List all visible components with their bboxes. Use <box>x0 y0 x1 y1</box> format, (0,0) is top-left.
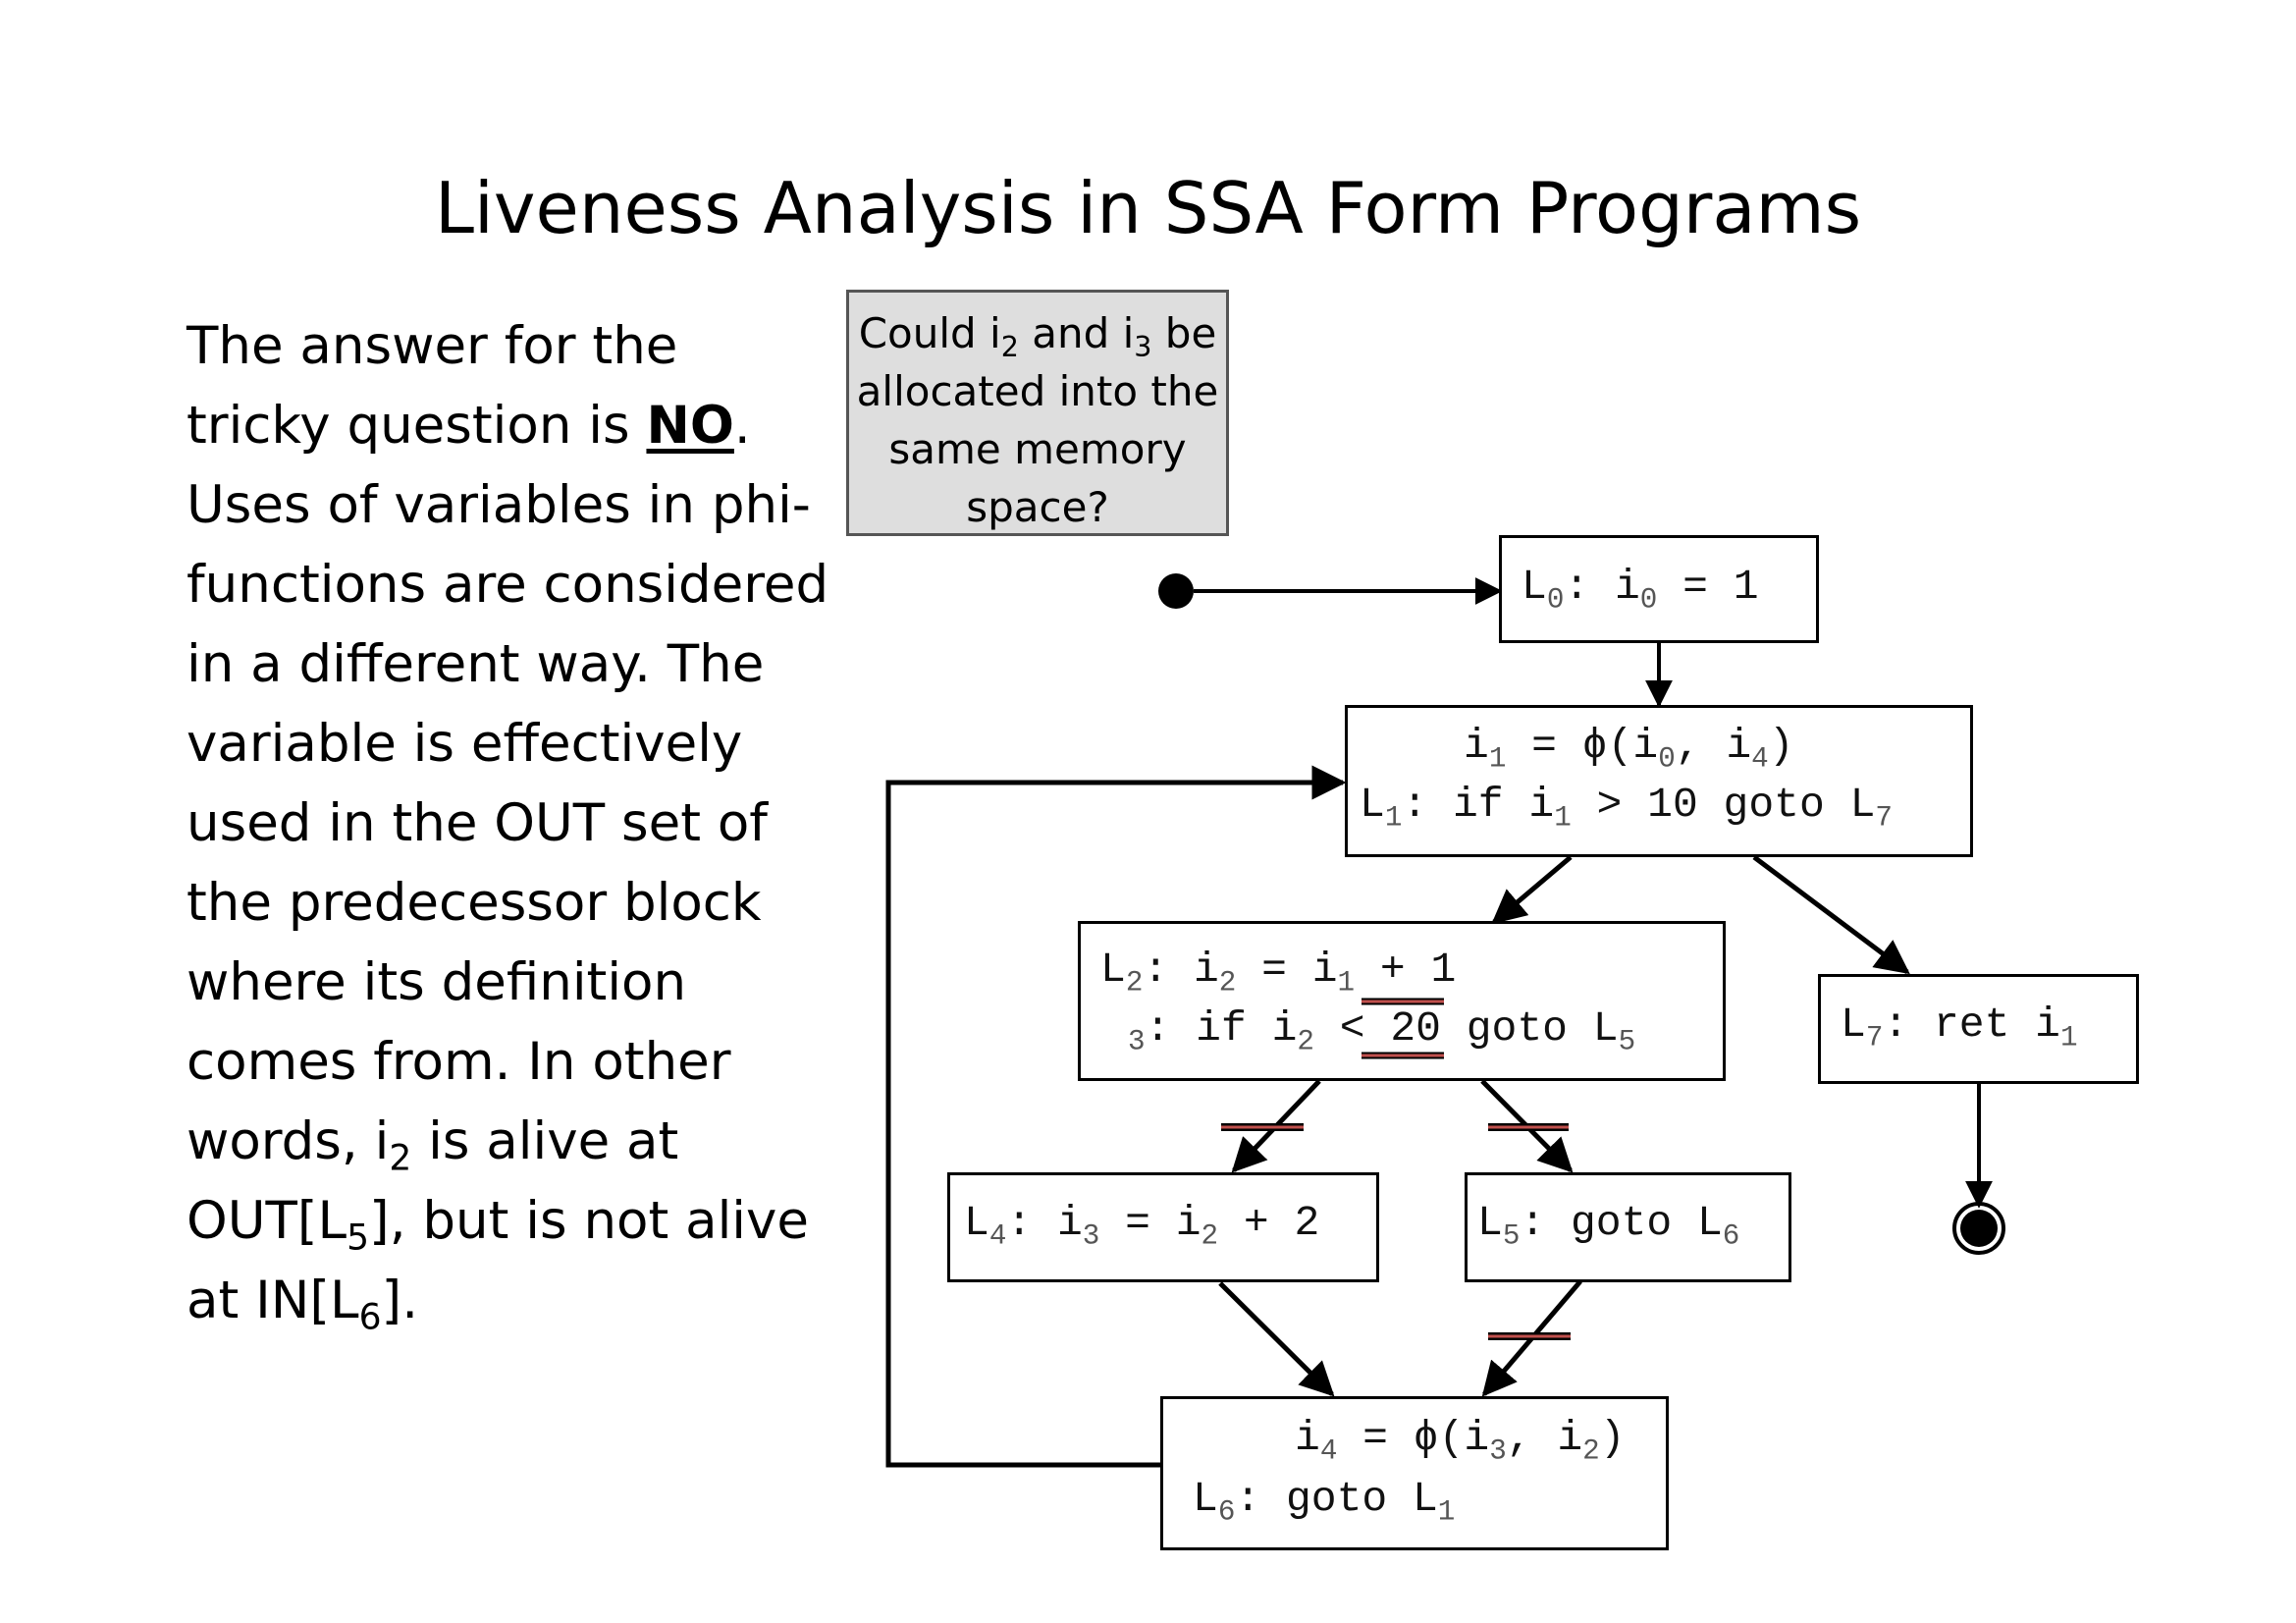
slide-title: Liveness Analysis in SSA Form Programs <box>434 167 1862 249</box>
exit-node <box>1960 1210 1998 1247</box>
block-L6: i4 = ϕ(i3, i2) L6: goto L1 <box>1160 1396 1669 1550</box>
explanation-text: The answer for the tricky question is NO… <box>187 316 829 1338</box>
question-callout: Could i2 and i3 be allocated into the sa… <box>846 290 1229 536</box>
entry-node <box>1158 573 1194 609</box>
edge-L4-L6 <box>1218 1281 1335 1397</box>
block-L1: i1 = ϕ(i0, i4) L1: if i1 > 10 goto L7 <box>1345 705 1973 857</box>
exit-node-ring <box>1952 1202 2005 1255</box>
edge-L6-L1-backedge <box>885 765 1347 1468</box>
block-L4: L4: i3 = i2 + 2 <box>947 1172 1379 1282</box>
edge-L1-L7 <box>1752 855 1910 975</box>
highlight-marks <box>1362 998 1444 1059</box>
block-L7: L7: ret i1 <box>1818 974 2139 1084</box>
block-L0: L0: i0 = 1 <box>1499 535 1819 643</box>
edge-L1-L2 <box>1491 855 1573 925</box>
block-L5: L5: goto L6 <box>1465 1172 1791 1282</box>
block-L2-L3: L2: i2 = i1 + 1 3: if i2 < 20 goto L5 <box>1078 921 1726 1081</box>
answer-emphasis: NO <box>646 396 734 456</box>
